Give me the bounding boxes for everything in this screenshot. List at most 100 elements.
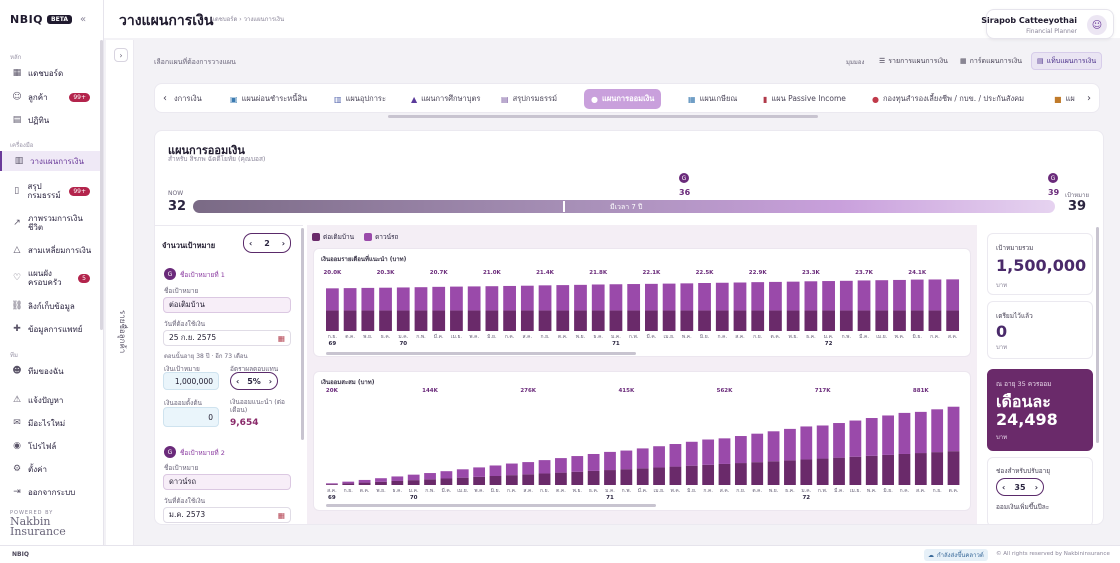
chevron-left-icon[interactable]: ‹: [236, 376, 240, 386]
milestone-2-badge[interactable]: G: [1048, 173, 1058, 183]
bar-home: [800, 459, 813, 485]
sidebar-item-my-team[interactable]: ☻ ทีมของฉัน: [0, 361, 102, 381]
bar-home: [326, 310, 339, 331]
chevron-left-icon[interactable]: ‹: [1002, 482, 1006, 492]
legend-item: ดาวน์รถ: [364, 232, 398, 242]
sidebar-scrollbar[interactable]: [100, 40, 103, 330]
bar-home: [636, 468, 649, 485]
summary-scrollbar[interactable]: [1096, 227, 1099, 443]
chart-1-scrollbar[interactable]: [326, 352, 636, 355]
goal-1-amount-field[interactable]: 1,000,000: [163, 372, 219, 390]
bar-home: [751, 462, 764, 485]
sidebar-item-life-finance[interactable]: ↗ ภาพรวมการเงินชีวิต: [0, 212, 102, 234]
sidebar-item-report-issue[interactable]: ⚠ แจ้งปัญหา: [0, 390, 102, 410]
gear-icon: ⚙: [12, 464, 22, 474]
bar-home: [751, 310, 765, 331]
data-label: 23.3K: [802, 270, 821, 276]
goal-1-rate-stepper[interactable]: ‹ 5% ›: [230, 372, 278, 390]
nakbin-logo: Nakbin Insurance: [10, 516, 66, 537]
adjust-age-stepper[interactable]: ‹ 35 ›: [996, 478, 1044, 496]
tabs-scrollbar[interactable]: [388, 115, 818, 118]
data-label: 24.1K: [908, 270, 927, 276]
sidebar-item-profile[interactable]: ◉ โปรไฟล์: [0, 436, 102, 456]
cards-icon: ▦: [960, 57, 967, 65]
goal-1-name-field[interactable]: ต่อเติมบ้าน: [163, 297, 291, 313]
milestone-2-age: 39: [1048, 188, 1060, 197]
goal-2-date-field[interactable]: ม.ค. 2573 ▦: [163, 507, 291, 523]
sidebar-item-policy-summary[interactable]: ▯ สรุปกรมธรรม์ 99+: [0, 180, 102, 202]
sidebar-item-financial-planning[interactable]: ▥ วางแผนการเงิน: [0, 151, 102, 171]
goal-2-name-field[interactable]: ดาวน์รถ: [163, 474, 291, 490]
breadcrumb[interactable]: แดชบอร์ด › วางแผนการเงิน: [211, 16, 285, 23]
sidebar-item-medical[interactable]: ✚ ข้อมูลการแพทย์: [0, 319, 102, 339]
sidebar-item-logout[interactable]: ⇥ ออกจากระบบ: [0, 482, 102, 502]
goal-count-value: 2: [264, 238, 270, 248]
bar-car: [440, 471, 453, 479]
tabs-prev-icon[interactable]: ‹: [163, 93, 167, 104]
bar-car: [800, 426, 813, 460]
link-icon: ⛓: [11, 301, 23, 311]
sidebar-item-whats-new[interactable]: ✉ มีอะไรใหม่: [0, 413, 102, 433]
tab-policy-summary[interactable]: ▤ สรุปกรมธรรม์: [494, 89, 564, 109]
data-label: 20K: [326, 388, 339, 394]
expand-panel-button[interactable]: ›: [114, 48, 128, 62]
cloud-sync-status[interactable]: ☁ กำลังส่งขึ้นคลาวด์: [924, 549, 988, 561]
customer-list-label[interactable]: รายชื่อลูกค้า: [118, 310, 127, 354]
tabs-next-icon[interactable]: ›: [1087, 93, 1091, 104]
milestone-1-badge[interactable]: G: [679, 173, 689, 183]
user-role: Financial Planner: [1026, 28, 1077, 35]
tab-savings-plan[interactable]: ● แผนการออมเงิน: [584, 89, 662, 109]
bar-home: [767, 461, 780, 485]
tab-passive-income[interactable]: ▮ แผน Passive Income: [756, 89, 853, 109]
x-tick-label: มิ.ย.: [883, 487, 893, 494]
bar-car: [473, 467, 486, 477]
view-list-button[interactable]: ☰ รายการแผนการเงิน: [874, 52, 953, 70]
tab-support-plan[interactable]: ▥ แผนอุปการะ: [327, 89, 393, 109]
goal-count-stepper[interactable]: ‹ 2 ›: [243, 233, 291, 253]
bar-car: [424, 473, 436, 480]
tab-education-plan[interactable]: ▲ แผนการศึกษาบุตร: [404, 89, 487, 109]
chevron-right-icon[interactable]: ›: [281, 238, 285, 248]
sidebar-item-data-link[interactable]: ⛓ ลิงก์เก็บข้อมูล: [0, 296, 102, 316]
tab-financial[interactable]: งการเงิน: [167, 89, 209, 109]
data-label: 21.8K: [589, 270, 608, 276]
sidebar-item-dashboard[interactable]: ▦ แดชบอร์ด: [0, 63, 102, 83]
x-tick-label: พ.ค.: [671, 488, 681, 494]
collapse-sidebar-icon[interactable]: «: [80, 14, 87, 25]
chevron-left-icon[interactable]: ‹: [249, 238, 253, 248]
data-label: 20.3K: [377, 270, 396, 276]
goal-1-initial-field[interactable]: 0: [163, 407, 219, 427]
x-tick-label: ม.ค.: [605, 488, 615, 494]
view-tabs-button[interactable]: ▤ แท็บแผนการเงิน: [1031, 52, 1103, 70]
x-tick-label: ก.ค.: [717, 334, 727, 340]
bar-car: [653, 446, 665, 468]
chevron-right-icon[interactable]: ›: [1034, 482, 1038, 492]
sidebar-item-triangle[interactable]: △ สามเหลี่ยมการเงิน: [0, 240, 102, 260]
bar-home: [715, 310, 729, 331]
sidebar-item-label: ตั้งค่า: [28, 464, 47, 474]
view-cards-button[interactable]: ▦ การ์ดแผนการเงิน: [955, 52, 1027, 70]
x-tick-label: มี.ค.: [441, 487, 451, 494]
tab-provident-fund[interactable]: ● กองทุนสำรองเลี้ยงชีพ / กบข. / ประกันสัง…: [865, 89, 1031, 109]
chevron-right-icon[interactable]: ›: [268, 376, 272, 386]
app-logo[interactable]: NBIQ BETA: [10, 13, 72, 26]
form-scrollbar[interactable]: [301, 228, 304, 440]
bar-home: [857, 310, 871, 331]
sidebar-item-settings[interactable]: ⚙ ตั้งค่า: [0, 459, 102, 479]
x-tick-label: พ.ค.: [469, 334, 479, 340]
tab-debt-plan[interactable]: ▣ แผนผ่อนชำระหนี้สิน: [223, 89, 314, 109]
goal-1-date-field[interactable]: 25 ก.ย. 2575 ▦: [163, 330, 291, 346]
tab-retirement-plan[interactable]: ▦ แผนเกษียณ: [681, 89, 744, 109]
sidebar-item-calendar[interactable]: ▤ ปฏิทิน: [0, 110, 102, 130]
sidebar-item-customers[interactable]: ☺ ลูกค้า 99+: [0, 87, 102, 107]
bar-car: [839, 280, 853, 311]
bar-car: [928, 279, 942, 311]
bar-car: [822, 281, 835, 311]
sidebar-item-family-tree[interactable]: ♡ แผนผังครอบครัว 5: [0, 267, 102, 289]
bar-home: [396, 310, 410, 331]
goal-count-label: จำนวนเป้าหมาย: [162, 241, 216, 250]
tab-more[interactable]: ■ แผ: [1047, 89, 1082, 109]
chart-2-scrollbar[interactable]: [326, 504, 656, 507]
bar-home: [865, 455, 878, 485]
user-menu[interactable]: Sirapob Catteeyothai Financial Planner ☺: [981, 9, 1114, 39]
